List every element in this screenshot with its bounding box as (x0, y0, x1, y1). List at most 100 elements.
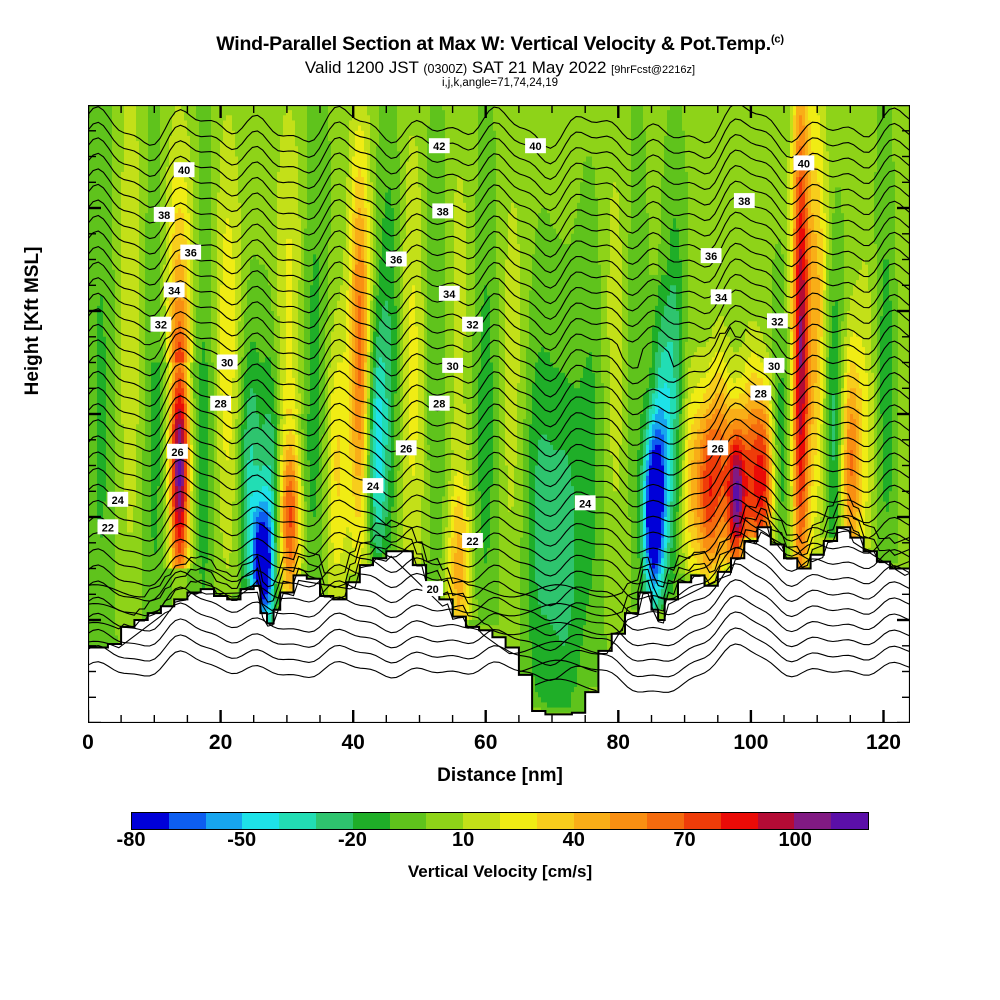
svg-text:42: 42 (433, 141, 445, 153)
colorbar-title: Vertical Velocity [cm/s] (407, 862, 593, 881)
contour-label: 30 (442, 357, 463, 373)
svg-text:32: 32 (155, 320, 167, 332)
svg-text:38: 38 (738, 196, 750, 208)
contour-label: 38 (432, 203, 454, 219)
chart-title: Wind-Parallel Section at Max W: Vertical… (0, 33, 1000, 56)
svg-text:20: 20 (427, 584, 439, 596)
svg-text:38: 38 (437, 206, 449, 218)
svg-text:26: 26 (712, 443, 724, 455)
svg-text:32: 32 (771, 316, 783, 328)
colorbar-swatch (647, 813, 684, 829)
svg-text:22: 22 (102, 522, 114, 534)
colorbar-swatch (610, 813, 648, 829)
colorbar-swatch (499, 813, 537, 829)
contour-label: 28 (750, 385, 772, 401)
x-tick-label: 80 (606, 731, 630, 754)
contour-label: 36 (385, 251, 407, 267)
colorbar-swatch (132, 813, 169, 829)
contour-label: 40 (793, 155, 815, 171)
svg-text:34: 34 (715, 292, 728, 304)
contour-label: 40 (525, 138, 546, 154)
svg-text:28: 28 (214, 399, 226, 411)
contour-label: 32 (767, 313, 788, 329)
colorbar-swatch (463, 813, 500, 829)
colorbar-swatch (205, 813, 243, 829)
chart-subtitle: Valid 1200 JST (0300Z) SAT 21 May 2022 [… (0, 58, 1000, 78)
contour-label: 28 (210, 395, 231, 411)
svg-text:40: 40 (529, 141, 541, 153)
cross-section-svg: 42 40 40 40 38 38 38 36 36 36 34 34 34 32 32 32 30 30 30 28… (88, 105, 910, 723)
svg-text:38: 38 (158, 210, 170, 222)
contour-label: 22 (462, 533, 483, 548)
chart-title-text: Wind-Parallel Section at Max W: Vertical… (216, 33, 771, 55)
contour-label: 40 (173, 162, 195, 178)
contour-label: 34 (710, 289, 732, 305)
contour-label: 30 (216, 354, 238, 370)
y-axis-title: Height [Kft MSL] (22, 246, 43, 396)
x-tick-label: 20 (208, 731, 233, 754)
colorbar-tick-label: 100 (778, 829, 812, 851)
contour-label: 24 (574, 495, 596, 511)
colorbar-tick-label: 40 (562, 829, 585, 851)
svg-text:36: 36 (185, 248, 197, 260)
colorbar-swatch (168, 813, 206, 829)
contour-label: 26 (395, 440, 417, 456)
colorbar-swatch (720, 813, 758, 829)
svg-text:32: 32 (466, 320, 478, 332)
svg-text:34: 34 (168, 285, 181, 297)
svg-text:36: 36 (390, 255, 402, 267)
colorbar-swatch (831, 813, 868, 829)
x-tick-label: 120 (865, 731, 901, 754)
contour-label: 26 (707, 440, 729, 456)
x-tick-label: 40 (341, 731, 365, 754)
colorbar-swatch (683, 813, 721, 829)
contour-label: 34 (438, 285, 460, 301)
svg-text:40: 40 (178, 165, 190, 177)
svg-text:28: 28 (755, 388, 767, 400)
contour-label: 22 (97, 519, 119, 535)
colorbar-swatch (389, 813, 427, 829)
svg-text:30: 30 (446, 361, 458, 373)
colorbar-swatch (315, 813, 353, 829)
colorbar (131, 812, 869, 830)
subtitle-forecast-info: [9hrFcst@2216z] (611, 64, 696, 76)
colorbar-swatch (536, 813, 574, 829)
x-tick-label: 60 (474, 731, 498, 754)
contour-label: 32 (462, 316, 483, 332)
copyright-mark: (c) (770, 33, 784, 46)
colorbar-tick-label: -80 (116, 829, 146, 851)
colorbar-tick-label: -50 (227, 829, 257, 851)
colorbar-swatch (794, 813, 832, 829)
contour-label: 36 (700, 248, 722, 264)
svg-text:28: 28 (433, 399, 445, 411)
axis-ticks (88, 105, 910, 723)
x-axis-title: Distance [nm] (437, 765, 563, 786)
contour-label: 38 (153, 206, 175, 222)
colorbar-tick-labels: -80 -50 -20 10 40 70 100 (0, 829, 1000, 855)
svg-text:34: 34 (443, 289, 456, 301)
colorbar-tick-label: -20 (337, 829, 367, 851)
contour-label: 26 (167, 443, 188, 459)
colorbar-tick-label: 70 (673, 829, 696, 851)
contour-label: 32 (150, 316, 172, 332)
plot-area: 42 40 40 40 38 38 38 36 36 36 34 34 34 32 32 32 30 30 30 28… (88, 105, 910, 723)
x-tick-label: 100 (733, 731, 769, 754)
svg-text:22: 22 (466, 536, 478, 548)
contour-label: 36 (180, 244, 202, 260)
colorbar-swatch (242, 813, 280, 829)
svg-text:24: 24 (367, 481, 380, 493)
svg-text:36: 36 (705, 251, 717, 263)
colorbar-swatch (279, 813, 316, 829)
contour-label: 42 (428, 138, 450, 154)
contour-label: 30 (763, 357, 785, 373)
contour-labels: 42 40 40 40 38 38 38 36 36 36 34 34 34 32 32 32 30 30 30 28… (97, 138, 815, 597)
colorbar-swatch (573, 813, 611, 829)
colorbar-tick-label: 10 (451, 829, 475, 851)
x-tick-label: 0 (82, 731, 94, 754)
contour-label: 34 (163, 282, 185, 298)
svg-text:30: 30 (221, 358, 233, 370)
colorbar-swatch (426, 813, 464, 829)
x-axis-labels: 0 20 40 60 80 100 120 (0, 731, 1000, 761)
svg-text:24: 24 (112, 495, 125, 507)
